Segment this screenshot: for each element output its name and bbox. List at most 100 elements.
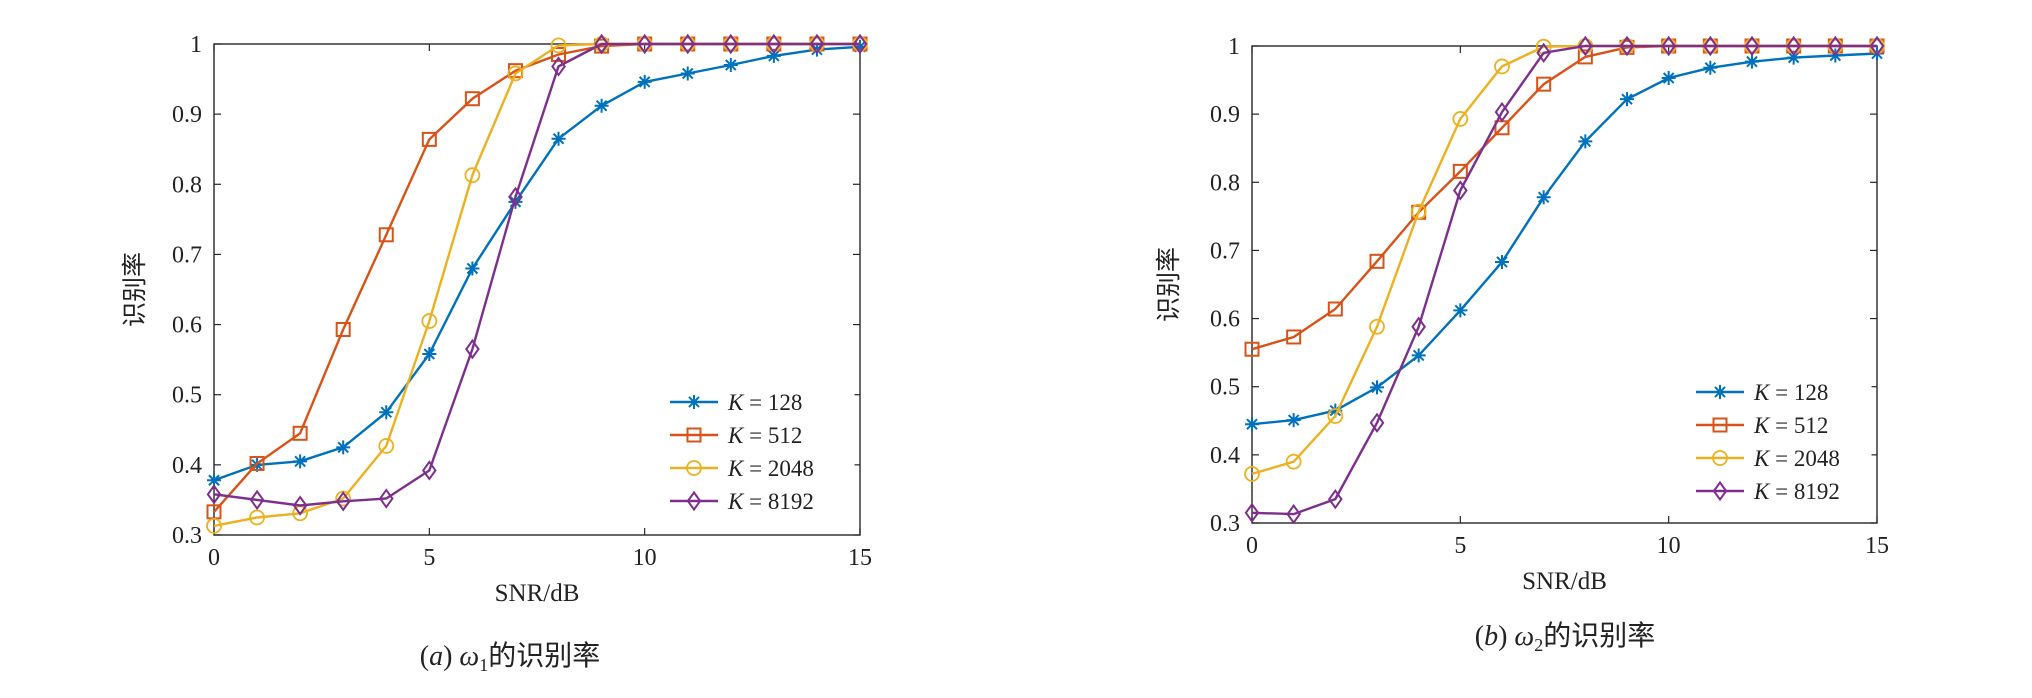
data-point bbox=[206, 484, 222, 505]
data-point bbox=[464, 91, 480, 107]
data-point bbox=[853, 39, 867, 54]
data-point bbox=[1244, 466, 1260, 482]
data-point bbox=[551, 56, 566, 77]
figure-caption: (b) ω2的识别率 bbox=[1475, 620, 1655, 655]
legend-box bbox=[663, 383, 855, 521]
data-point bbox=[594, 98, 609, 113]
y-tick-label: 1 bbox=[1228, 34, 1240, 60]
data-point bbox=[508, 194, 523, 209]
legend-marker bbox=[687, 395, 701, 409]
data-point bbox=[1369, 412, 1385, 434]
data-point bbox=[550, 37, 567, 54]
data-point bbox=[1327, 408, 1344, 424]
data-point bbox=[378, 227, 394, 243]
data-point bbox=[465, 261, 480, 276]
legend-label: K = 8192 bbox=[727, 489, 814, 514]
x-tick-label: 10 bbox=[633, 545, 657, 571]
series-K8192 bbox=[1244, 35, 1885, 525]
legend: K = 128 K = 512 K = 2048 K = 8192 bbox=[663, 383, 855, 521]
legend-marker bbox=[686, 490, 702, 512]
data-point bbox=[249, 455, 265, 471]
data-point bbox=[1702, 35, 1718, 57]
legend-marker bbox=[1712, 480, 1728, 502]
data-point bbox=[723, 58, 738, 73]
data-point bbox=[680, 33, 696, 55]
y-axis-label: 识别率 bbox=[121, 252, 149, 327]
data-point bbox=[1577, 49, 1593, 65]
data-point bbox=[766, 48, 781, 63]
legend-label: K = 512 bbox=[1753, 413, 1828, 438]
data-point bbox=[637, 74, 652, 89]
data-point bbox=[1536, 190, 1551, 205]
data-point bbox=[1244, 341, 1260, 357]
data-point bbox=[1369, 253, 1385, 269]
x-tick-label: 15 bbox=[848, 545, 872, 571]
x-axis-label: SNR/dB bbox=[495, 580, 580, 607]
legend-marker bbox=[1712, 450, 1728, 466]
data-point bbox=[766, 33, 782, 55]
y-tick-label: 0.4 bbox=[172, 453, 202, 479]
series-K128 bbox=[207, 39, 867, 488]
y-tick-label: 0.9 bbox=[1210, 102, 1240, 128]
y-tick-label: 0.7 bbox=[172, 242, 202, 268]
legend-label: K = 2048 bbox=[727, 456, 814, 481]
y-tick-label: 0.6 bbox=[1210, 307, 1240, 333]
x-tick-label: 10 bbox=[1657, 533, 1681, 559]
data-point bbox=[1786, 50, 1801, 65]
data-point bbox=[1369, 318, 1385, 335]
legend-label: K = 512 bbox=[727, 423, 802, 448]
data-point bbox=[421, 460, 437, 481]
chart-b: 0 5 10 15 0.3 0.4 0.5 0.6 0.7 0.8 0.9 1 SNR/dB 识别率 K =… bbox=[1155, 34, 1889, 655]
x-tick-label: 0 bbox=[208, 545, 220, 571]
data-point bbox=[1703, 60, 1718, 75]
data-point bbox=[1327, 488, 1343, 510]
data-point bbox=[1370, 380, 1384, 395]
data-point bbox=[422, 347, 437, 362]
data-point bbox=[1328, 403, 1343, 418]
legend-label: K = 2048 bbox=[1753, 446, 1840, 471]
data-point bbox=[335, 321, 351, 337]
data-point bbox=[1452, 111, 1469, 127]
legend-marker bbox=[1712, 417, 1728, 433]
data-point bbox=[1661, 71, 1676, 86]
data-point bbox=[1495, 255, 1509, 270]
data-point bbox=[379, 405, 394, 420]
data-point bbox=[421, 313, 438, 329]
series-line bbox=[213, 45, 861, 482]
data-point bbox=[378, 488, 394, 509]
legend-label: K = 8192 bbox=[1753, 479, 1840, 504]
y-tick-label: 0.3 bbox=[172, 523, 202, 549]
data-point bbox=[1410, 203, 1427, 220]
data-point bbox=[1411, 316, 1427, 337]
data-point bbox=[1577, 35, 1593, 57]
data-point bbox=[1244, 502, 1260, 523]
data-point bbox=[336, 440, 351, 455]
x-tick-label: 15 bbox=[1865, 533, 1889, 559]
data-point bbox=[1286, 413, 1301, 428]
data-point bbox=[1453, 303, 1468, 318]
figure-caption: (a) ω1的识别率 bbox=[420, 640, 600, 675]
data-point bbox=[249, 489, 265, 511]
y-axis-label: 识别率 bbox=[1155, 247, 1183, 322]
data-point bbox=[1745, 54, 1759, 69]
legend-marker bbox=[686, 460, 702, 476]
data-point bbox=[206, 517, 222, 534]
data-point bbox=[852, 33, 868, 55]
y-tick-label: 0.5 bbox=[1210, 375, 1240, 401]
y-tick-label: 0.4 bbox=[1210, 443, 1240, 469]
chart-a: 0 5 10 15 0.3 0.4 0.5 0.6 0.7 0.8 0.9 1 SNR/dB 识别率 K =… bbox=[121, 32, 872, 675]
x-tick-label: 0 bbox=[1246, 533, 1258, 559]
data-point bbox=[551, 131, 566, 146]
data-point bbox=[1327, 301, 1343, 317]
data-point bbox=[594, 33, 609, 55]
data-point bbox=[1744, 35, 1760, 57]
data-point bbox=[378, 438, 395, 454]
data-point bbox=[1869, 35, 1885, 57]
data-point bbox=[1536, 76, 1552, 92]
data-point bbox=[1494, 101, 1510, 123]
data-point bbox=[207, 473, 221, 488]
legend-marker bbox=[1713, 385, 1727, 399]
data-point bbox=[680, 66, 695, 81]
data-point bbox=[637, 33, 653, 55]
y-tick-label: 0.8 bbox=[1210, 170, 1240, 196]
